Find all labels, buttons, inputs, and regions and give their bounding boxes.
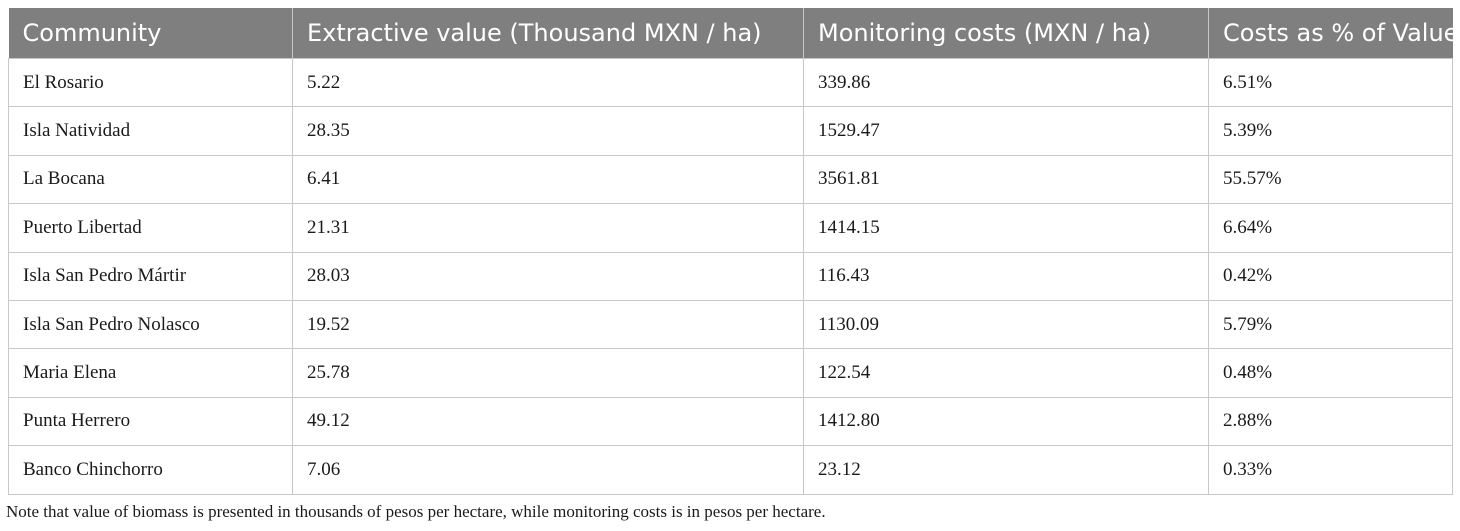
- cell-community: Maria Elena: [8, 348, 293, 398]
- cell-monitoring-costs: 116.43: [803, 251, 1209, 301]
- cell-costs-percent: 0.42%: [1208, 251, 1453, 301]
- table-row: El Rosario 5.22 339.86 6.51%: [8, 57, 1453, 108]
- cell-monitoring-costs: 1412.80: [803, 396, 1209, 447]
- cell-monitoring-costs: 23.12: [803, 445, 1209, 495]
- cell-community: Punta Herrero: [8, 396, 293, 447]
- cell-extractive-value: 6.41: [292, 154, 804, 205]
- cell-costs-percent: 5.79%: [1208, 299, 1453, 350]
- cell-community: Puerto Libertad: [8, 203, 293, 253]
- table-row: Banco Chinchorro 7.06 23.12 0.33%: [8, 445, 1453, 495]
- table-row: Isla Natividad 28.35 1529.47 5.39%: [8, 106, 1453, 156]
- cell-community: La Bocana: [8, 154, 293, 205]
- cell-costs-percent: 2.88%: [1208, 396, 1453, 447]
- cell-extractive-value: 25.78: [292, 348, 804, 398]
- cell-costs-percent: 0.48%: [1208, 348, 1453, 398]
- table-body: El Rosario 5.22 339.86 6.51% Isla Nativi…: [8, 57, 1453, 495]
- cell-community: Isla Natividad: [8, 106, 293, 156]
- data-table-container: Community Extractive value (Thousand MXN…: [8, 8, 1458, 495]
- cell-community: Banco Chinchorro: [8, 445, 293, 495]
- header-extractive-value: Extractive value (Thousand MXN / ha): [292, 8, 804, 59]
- cell-extractive-value: 49.12: [292, 396, 804, 447]
- table-row: Isla San Pedro Nolasco 19.52 1130.09 5.7…: [8, 299, 1453, 350]
- cell-monitoring-costs: 122.54: [803, 348, 1209, 398]
- cell-costs-percent: 6.64%: [1208, 203, 1453, 253]
- cell-community: Isla San Pedro Mártir: [8, 251, 293, 301]
- cell-extractive-value: 5.22: [292, 57, 804, 108]
- table-row: Maria Elena 25.78 122.54 0.48%: [8, 348, 1453, 398]
- cell-extractive-value: 28.03: [292, 251, 804, 301]
- table-row: La Bocana 6.41 3561.81 55.57%: [8, 154, 1453, 205]
- cell-costs-percent: 0.33%: [1208, 445, 1453, 495]
- header-costs-percent: Costs as % of Value: [1208, 8, 1458, 59]
- cell-community: Isla San Pedro Nolasco: [8, 299, 293, 350]
- cell-monitoring-costs: 1414.15: [803, 203, 1209, 253]
- cell-monitoring-costs: 3561.81: [803, 154, 1209, 205]
- header-monitoring-costs: Monitoring costs (MXN / ha): [803, 8, 1209, 59]
- table-row: Punta Herrero 49.12 1412.80 2.88%: [8, 396, 1453, 447]
- header-community: Community: [8, 8, 293, 59]
- cell-monitoring-costs: 1130.09: [803, 299, 1209, 350]
- cell-extractive-value: 28.35: [292, 106, 804, 156]
- cell-monitoring-costs: 339.86: [803, 57, 1209, 108]
- cell-costs-percent: 55.57%: [1208, 154, 1453, 205]
- community-costs-table: Community Extractive value (Thousand MXN…: [8, 8, 1458, 495]
- table-row: Isla San Pedro Mártir 28.03 116.43 0.42%: [8, 251, 1453, 301]
- cell-monitoring-costs: 1529.47: [803, 106, 1209, 156]
- cell-costs-percent: 6.51%: [1208, 57, 1453, 108]
- cell-community: El Rosario: [8, 57, 293, 108]
- table-footnote: Note that value of biomass is presented …: [6, 502, 826, 521]
- cell-extractive-value: 7.06: [292, 445, 804, 495]
- table-header: Community Extractive value (Thousand MXN…: [8, 8, 1458, 59]
- cell-extractive-value: 21.31: [292, 203, 804, 253]
- cell-costs-percent: 5.39%: [1208, 106, 1453, 156]
- cell-extractive-value: 19.52: [292, 299, 804, 350]
- header-row: Community Extractive value (Thousand MXN…: [8, 8, 1458, 59]
- table-row: Puerto Libertad 21.31 1414.15 6.64%: [8, 203, 1453, 253]
